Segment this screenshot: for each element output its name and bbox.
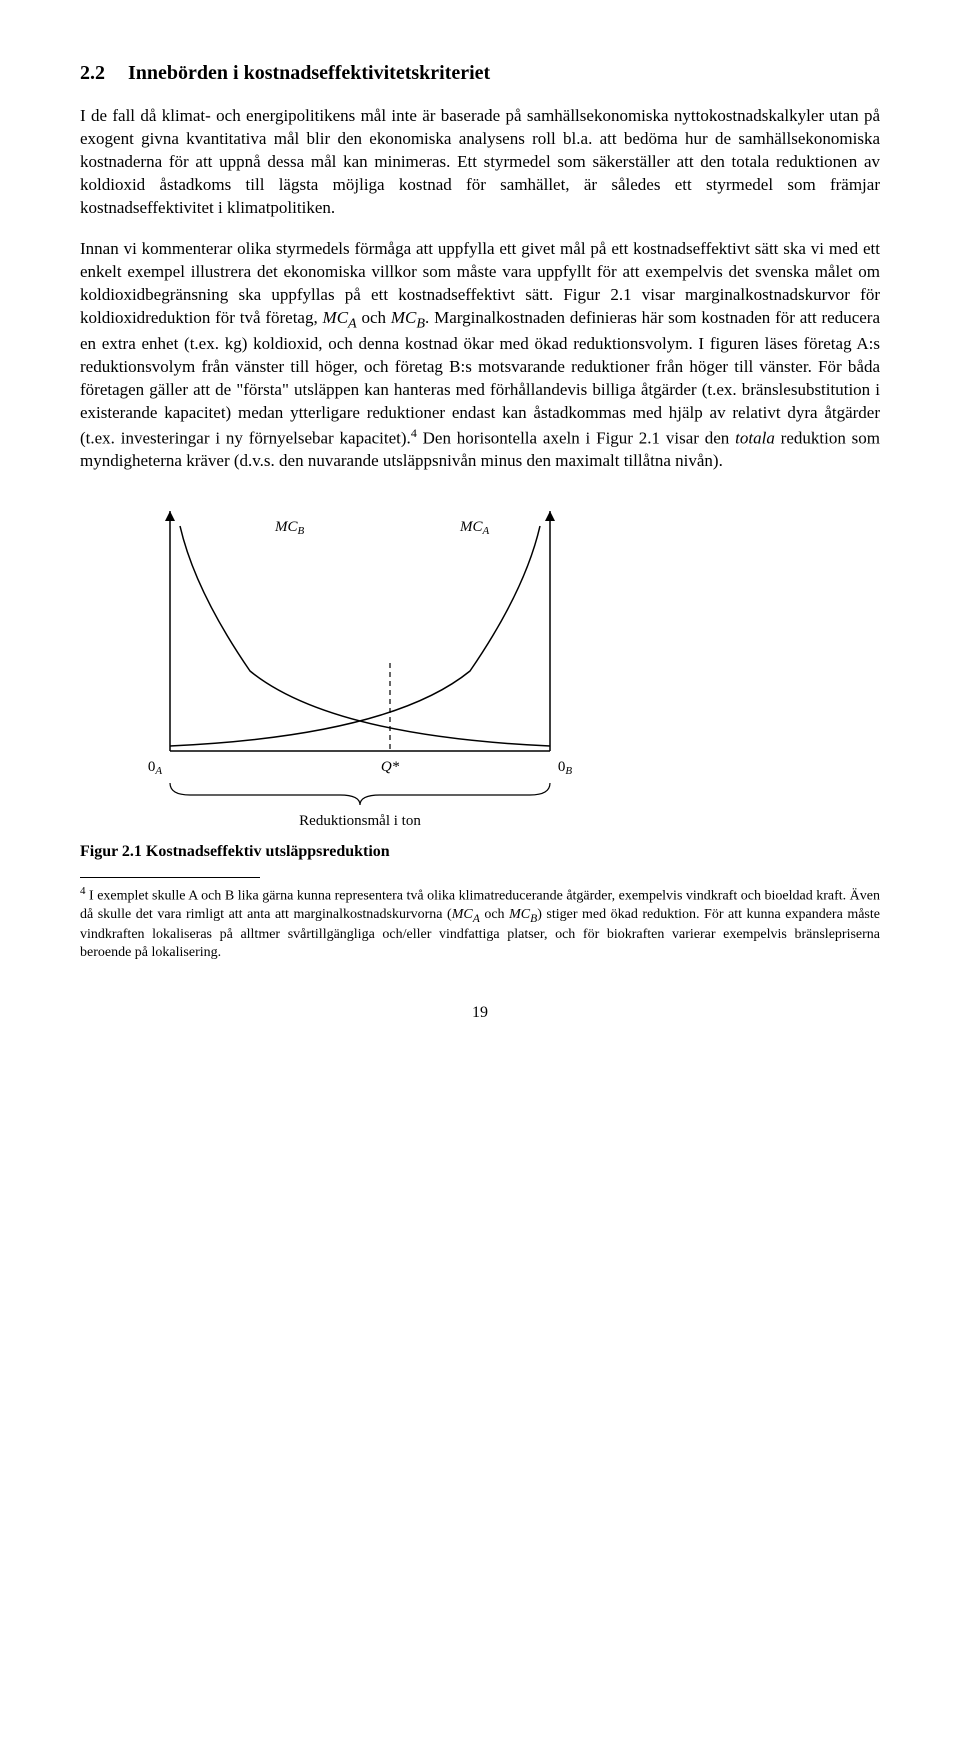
mc-a-label: MCA <box>323 308 357 327</box>
page-number: 19 <box>80 1002 880 1024</box>
heading-title: Innebörden i kostnadseffektivitetskriter… <box>128 62 490 84</box>
fn-mcb: MCB <box>509 907 537 922</box>
svg-text:MCA: MCA <box>459 519 490 537</box>
fn-mca: MCA <box>452 907 480 922</box>
fn-and: och <box>480 907 509 922</box>
svg-text:Q*: Q* <box>381 759 400 775</box>
footnote-4: 4 I exemplet skulle A och B lika gärna k… <box>80 884 880 962</box>
cost-curves-chart: MCB MCA 0A 0B Q* Reduktionsmål i ton <box>80 491 600 831</box>
paragraph-2: Innan vi kommenterar olika styrmedels fö… <box>80 238 880 474</box>
section-heading: 2.2Innebörden i kostnadseffektivitetskri… <box>80 60 880 87</box>
heading-number: 2.2 <box>80 60 128 87</box>
paragraph-1: I de fall då klimat- och energipolitiken… <box>80 105 880 220</box>
mc-b-label: MCB <box>391 308 425 327</box>
footnote-rule <box>80 877 260 878</box>
figure-caption: Figur 2.1 Kostnadseffektiv utsläppsreduk… <box>80 841 880 863</box>
figure-2-1: MCB MCA 0A 0B Q* Reduktionsmål i ton <box>80 491 880 831</box>
svg-text:Reduktionsmål i ton: Reduktionsmål i ton <box>299 813 421 829</box>
svg-text:0A: 0A <box>148 759 163 777</box>
p2-and: och <box>357 308 391 327</box>
p2-text-c: Den horisontella axeln i Figur 2.1 visar… <box>417 428 735 447</box>
p2-text-b: . Marginalkostnaden definieras här som k… <box>80 308 880 448</box>
svg-text:MCB: MCB <box>274 519 305 537</box>
svg-text:0B: 0B <box>558 759 573 777</box>
p2-totala: totala <box>735 428 775 447</box>
